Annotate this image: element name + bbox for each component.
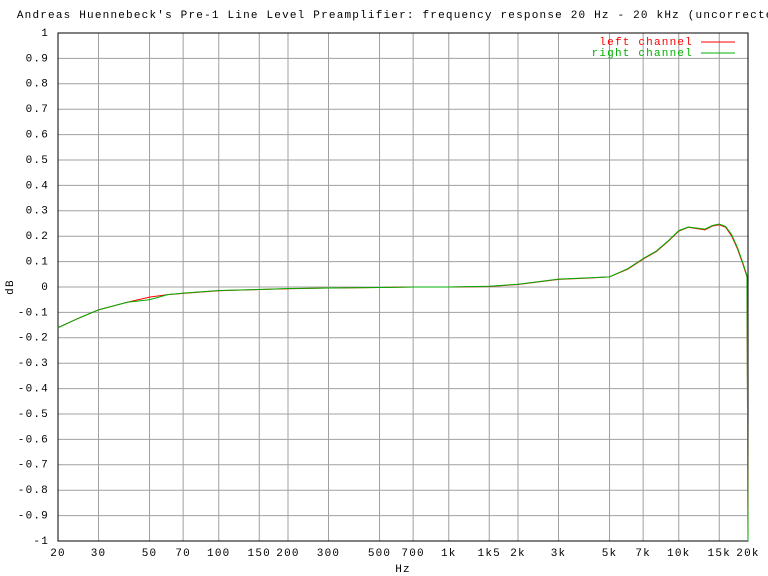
x-tick-label: 20 <box>50 548 66 560</box>
x-tick-label: 100 <box>207 548 230 560</box>
y-tick-label: 0.7 <box>26 104 49 116</box>
y-tick-label: -0.1 <box>18 307 49 319</box>
y-tick-label: -0.6 <box>18 434 49 446</box>
legend-label: left channel <box>599 37 693 49</box>
x-tick-label: 50 <box>142 548 158 560</box>
y-tick-label: -1 <box>33 536 49 548</box>
x-tick-label: 20k <box>736 548 759 560</box>
x-tick-label: 500 <box>368 548 391 560</box>
y-tick-label: 0.6 <box>26 130 49 142</box>
y-tick-label: -0.3 <box>18 358 49 370</box>
series-line <box>57 223 749 542</box>
y-axis-label: dB <box>5 279 17 295</box>
y-tick-label: -0.8 <box>18 485 49 497</box>
x-tick-label: 1k <box>441 548 457 560</box>
legend-label: right channel <box>592 48 693 60</box>
x-tick-label: 10k <box>667 548 690 560</box>
x-tick-label: 15k <box>708 548 731 560</box>
x-tick-label: 7k <box>635 548 651 560</box>
x-tick-label: 150 <box>248 548 271 560</box>
y-tick-label: 0.2 <box>26 231 49 243</box>
x-axis-label: Hz <box>395 564 411 576</box>
y-tick-label: -0.7 <box>18 460 49 472</box>
x-tick-label: 5k <box>602 548 618 560</box>
x-tick-label: 2k <box>510 548 526 560</box>
series-line <box>57 224 749 542</box>
y-tick-label: 1 <box>41 28 49 40</box>
x-tick-label: 300 <box>317 548 340 560</box>
y-tick-label: 0.8 <box>26 79 49 91</box>
y-tick-label: -0.4 <box>18 384 49 396</box>
y-tick-label: 0.3 <box>26 206 49 218</box>
y-tick-label: 0.1 <box>26 257 49 269</box>
chart-title: Andreas Huennebeck's Pre-1 Line Level Pr… <box>17 10 768 22</box>
y-tick-label: 0 <box>41 282 49 294</box>
x-tick-label: 70 <box>175 548 191 560</box>
y-tick-label: 0.4 <box>26 180 49 192</box>
x-tick-label: 30 <box>91 548 107 560</box>
x-tick-label: 700 <box>401 548 424 560</box>
y-tick-label: -0.9 <box>18 511 49 523</box>
x-tick-label: 200 <box>276 548 299 560</box>
y-tick-label: -0.2 <box>18 333 49 345</box>
y-tick-label: 0.9 <box>26 53 49 65</box>
plot-border <box>57 32 749 542</box>
x-tick-label: 3k <box>551 548 567 560</box>
y-tick-label: 0.5 <box>26 155 49 167</box>
x-tick-label: 1k5 <box>478 548 501 560</box>
y-tick-label: -0.5 <box>18 409 49 421</box>
